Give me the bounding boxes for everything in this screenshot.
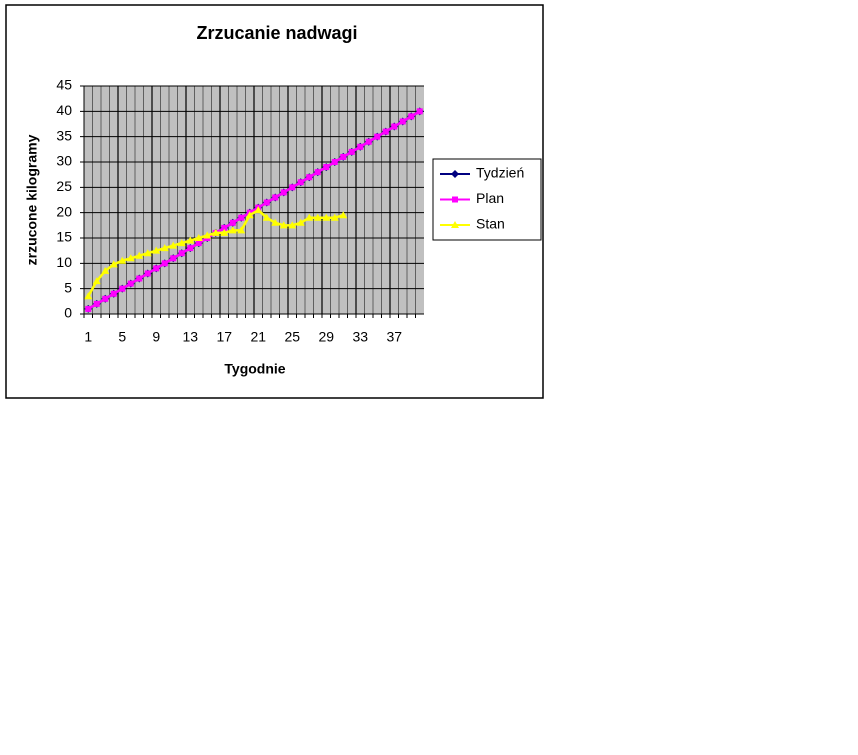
point bbox=[272, 194, 279, 201]
point bbox=[262, 213, 271, 221]
point bbox=[382, 128, 389, 135]
point bbox=[289, 184, 296, 191]
point bbox=[348, 148, 355, 155]
point bbox=[211, 228, 220, 236]
point bbox=[187, 245, 194, 252]
point bbox=[451, 221, 459, 228]
legend-label: Tydzień bbox=[476, 165, 524, 181]
point bbox=[245, 211, 254, 219]
point bbox=[279, 221, 288, 229]
point bbox=[263, 199, 270, 206]
point bbox=[391, 123, 398, 130]
x-tick-label: 9 bbox=[152, 329, 160, 345]
point bbox=[135, 251, 144, 259]
point bbox=[229, 219, 236, 226]
point bbox=[136, 275, 143, 282]
point bbox=[203, 231, 212, 239]
point bbox=[296, 218, 305, 226]
point bbox=[340, 153, 347, 160]
point bbox=[416, 108, 423, 115]
point bbox=[305, 213, 314, 221]
point bbox=[127, 280, 134, 287]
point bbox=[144, 270, 151, 277]
point bbox=[322, 213, 331, 221]
point bbox=[169, 241, 178, 249]
point bbox=[153, 265, 160, 272]
series-line bbox=[87, 110, 421, 311]
y-tick-label: 10 bbox=[56, 254, 72, 270]
point bbox=[237, 226, 246, 234]
x-tick-label: 25 bbox=[284, 329, 300, 345]
point bbox=[331, 159, 338, 165]
y-tick-label: 35 bbox=[56, 127, 72, 143]
x-tick-label: 29 bbox=[318, 329, 334, 345]
point bbox=[102, 295, 109, 302]
point bbox=[399, 118, 406, 125]
point bbox=[271, 218, 280, 226]
point bbox=[126, 254, 135, 262]
point bbox=[254, 206, 263, 214]
point bbox=[143, 249, 152, 257]
point bbox=[93, 300, 100, 307]
point bbox=[195, 240, 202, 247]
point bbox=[330, 213, 339, 221]
y-tick-label: 15 bbox=[56, 229, 72, 245]
point bbox=[177, 239, 186, 247]
x-tick-label: 21 bbox=[250, 329, 266, 345]
x-tick-label: 5 bbox=[118, 329, 126, 345]
point bbox=[306, 174, 313, 181]
point bbox=[408, 113, 415, 120]
point bbox=[452, 196, 458, 203]
x-axis-label: Tygodnie bbox=[224, 361, 285, 377]
point bbox=[194, 234, 203, 241]
legend-label: Plan bbox=[476, 190, 504, 206]
y-tick-label: 5 bbox=[64, 279, 72, 295]
point bbox=[161, 260, 168, 267]
point bbox=[314, 169, 321, 176]
point bbox=[92, 277, 101, 285]
point bbox=[280, 189, 287, 196]
point bbox=[228, 226, 237, 234]
y-tick-label: 40 bbox=[56, 102, 72, 118]
x-tick-label: 17 bbox=[216, 329, 232, 345]
point bbox=[152, 246, 161, 254]
point bbox=[288, 221, 297, 229]
point bbox=[451, 170, 459, 178]
point bbox=[85, 305, 92, 312]
x-tick-label: 13 bbox=[182, 329, 198, 345]
point bbox=[160, 244, 169, 252]
point bbox=[178, 250, 185, 257]
point bbox=[220, 228, 229, 236]
point bbox=[365, 138, 372, 145]
x-tick-label: 1 bbox=[84, 329, 92, 345]
x-tick-label: 37 bbox=[386, 329, 402, 345]
point bbox=[110, 290, 117, 297]
y-tick-label: 45 bbox=[56, 77, 72, 93]
y-tick-label: 30 bbox=[56, 153, 72, 169]
point bbox=[118, 256, 127, 264]
point bbox=[313, 213, 322, 221]
point bbox=[84, 292, 93, 300]
legend-label: Stan bbox=[476, 216, 505, 232]
point bbox=[374, 133, 381, 140]
point bbox=[297, 179, 304, 186]
y-tick-label: 0 bbox=[64, 305, 72, 321]
point bbox=[339, 211, 348, 219]
point bbox=[238, 214, 245, 221]
x-tick-label: 33 bbox=[352, 329, 368, 345]
point bbox=[221, 224, 228, 231]
point bbox=[357, 143, 364, 150]
point bbox=[109, 260, 118, 268]
y-axis-label: zrzucone kilogramy bbox=[24, 134, 40, 265]
y-tick-label: 25 bbox=[56, 178, 72, 194]
y-tick-label: 20 bbox=[56, 203, 72, 219]
chart-title: Zrzucanie nadwagi bbox=[196, 23, 357, 43]
point bbox=[119, 285, 126, 292]
point bbox=[170, 255, 177, 262]
point bbox=[101, 266, 110, 274]
point bbox=[186, 236, 195, 244]
point bbox=[323, 164, 330, 171]
